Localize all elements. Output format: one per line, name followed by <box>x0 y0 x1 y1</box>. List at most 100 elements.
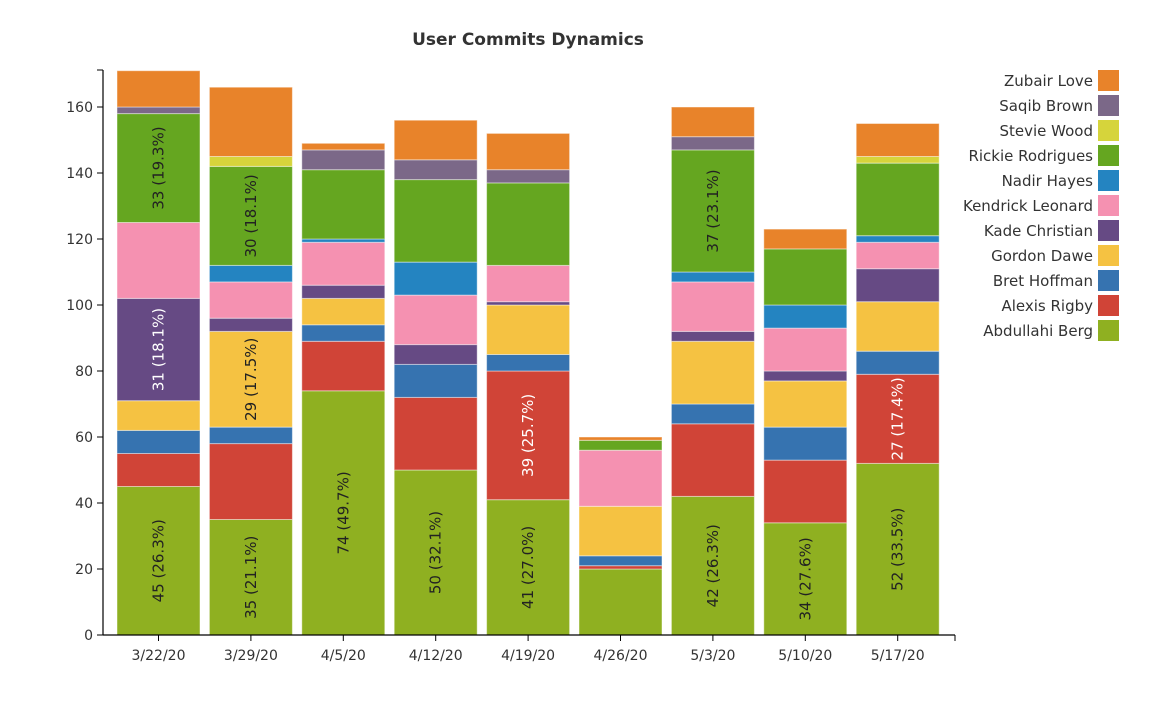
bar-segment[interactable] <box>855 235 940 243</box>
bar-segment[interactable] <box>670 340 755 405</box>
bar-segment[interactable] <box>208 519 293 636</box>
bar-segment[interactable] <box>116 297 201 402</box>
bar-segment[interactable] <box>208 443 293 521</box>
bar-segment[interactable] <box>855 301 940 352</box>
bar-segment[interactable] <box>763 228 848 250</box>
bar-segment[interactable] <box>763 380 848 428</box>
bar-segment[interactable] <box>855 350 940 375</box>
data-label: 52 (33.5%) <box>889 508 907 591</box>
bar-segment[interactable] <box>393 294 478 346</box>
bar-segment[interactable] <box>301 142 386 151</box>
bar-segment[interactable] <box>301 241 386 286</box>
bar-segment[interactable] <box>208 317 293 332</box>
bar-segment[interactable] <box>393 363 478 398</box>
bar-segment[interactable] <box>486 370 571 501</box>
bar-segment[interactable] <box>763 522 848 636</box>
data-label: 50 (32.1%) <box>427 511 445 594</box>
bar-segment[interactable] <box>208 426 293 445</box>
bar-segment[interactable] <box>486 354 571 372</box>
bar-segment[interactable] <box>763 304 848 329</box>
bar-segment[interactable] <box>855 373 940 464</box>
bar-segment[interactable] <box>578 555 663 567</box>
bar-segment[interactable] <box>578 436 663 441</box>
legend-item[interactable]: Alexis Rigby <box>1001 295 1119 316</box>
legend-item[interactable]: Saqib Brown <box>999 95 1119 116</box>
bar-segment[interactable] <box>301 169 386 240</box>
bar-segment[interactable] <box>670 423 755 497</box>
bar-segment[interactable] <box>393 469 478 636</box>
legend-item[interactable]: Bret Hoffman <box>993 270 1119 291</box>
bar-segment[interactable] <box>301 297 386 326</box>
bar-segment[interactable] <box>855 156 940 164</box>
bar-segment[interactable] <box>763 370 848 382</box>
bar-segment[interactable] <box>116 400 201 431</box>
y-tick-label: 160 <box>66 100 93 116</box>
bar-segment[interactable] <box>208 281 293 319</box>
bar-segment[interactable] <box>578 439 663 451</box>
bar-segment[interactable] <box>486 304 571 355</box>
bar-segment[interactable] <box>116 429 201 454</box>
y-tick-label: 20 <box>75 562 93 578</box>
bar-segment[interactable] <box>578 568 663 636</box>
legend-swatch <box>1098 195 1119 216</box>
bar-segment[interactable] <box>301 324 386 342</box>
bar-segment[interactable] <box>855 123 940 157</box>
bar-segment[interactable] <box>486 264 571 303</box>
bar-segment[interactable] <box>670 495 755 636</box>
bar-segment[interactable] <box>578 449 663 507</box>
bar-segment[interactable] <box>486 182 571 266</box>
bar-stack: 34 (27.6%) <box>763 228 848 636</box>
bar-segment[interactable] <box>116 453 201 487</box>
y-tick-label: 120 <box>66 232 93 248</box>
legend-item[interactable]: Rickie Rodrigues <box>968 145 1119 166</box>
legend-item[interactable]: Gordon Dawe <box>991 245 1119 266</box>
bar-segment[interactable] <box>855 241 940 270</box>
bar-stack: 42 (26.3%) 37 (23.1%) <box>670 106 755 636</box>
bar-segment[interactable] <box>393 179 478 263</box>
bar-segment[interactable] <box>393 119 478 161</box>
bar-segment[interactable] <box>763 327 848 372</box>
bar-segment[interactable] <box>208 156 293 167</box>
bar-segment[interactable] <box>208 165 293 266</box>
bar-segment[interactable] <box>486 499 571 636</box>
bar-segment[interactable] <box>670 271 755 283</box>
bar-segment[interactable] <box>486 169 571 184</box>
bar-segment[interactable] <box>670 136 755 151</box>
bar-segment[interactable] <box>116 70 201 108</box>
legend-item[interactable]: Nadir Hayes <box>1002 170 1119 191</box>
bar-segment[interactable] <box>763 459 848 524</box>
bar-segment[interactable] <box>578 505 663 557</box>
bar-segment[interactable] <box>208 264 293 283</box>
bar-segment[interactable] <box>208 330 293 428</box>
bar-segment[interactable] <box>116 222 201 299</box>
legend-item[interactable]: Stevie Wood <box>999 120 1119 141</box>
bar-segment[interactable] <box>393 396 478 471</box>
bar-segment[interactable] <box>670 281 755 332</box>
legend-item[interactable]: Kade Christian <box>984 220 1119 241</box>
bar-segment[interactable] <box>393 344 478 365</box>
legend-swatch <box>1098 170 1119 191</box>
bar-segment[interactable] <box>855 462 940 636</box>
legend-item[interactable]: Zubair Love <box>1004 70 1119 91</box>
bar-segment[interactable] <box>116 106 201 115</box>
bar-segment[interactable] <box>393 261 478 296</box>
bar-segment[interactable] <box>670 330 755 342</box>
x-tick-label: 3/29/20 <box>224 648 278 664</box>
bar-segment[interactable] <box>763 426 848 461</box>
bar-segment[interactable] <box>393 159 478 181</box>
bar-segment[interactable] <box>670 403 755 425</box>
bar-segment[interactable] <box>301 149 386 171</box>
legend-item[interactable]: Kendrick Leonard <box>963 195 1119 216</box>
bar-segment[interactable] <box>301 340 386 392</box>
bar-segment[interactable] <box>670 106 755 138</box>
bar-segment[interactable] <box>670 149 755 273</box>
legend-item[interactable]: Abdullahi Berg <box>983 320 1119 341</box>
bar-segment[interactable] <box>116 486 201 636</box>
bar-segment[interactable] <box>855 162 940 237</box>
bar-segment[interactable] <box>763 248 848 306</box>
bar-segment[interactable] <box>486 301 571 306</box>
bar-segment[interactable] <box>486 132 571 171</box>
bar-segment[interactable] <box>855 268 940 303</box>
bar-segment[interactable] <box>208 86 293 157</box>
bar-segment[interactable] <box>301 284 386 299</box>
